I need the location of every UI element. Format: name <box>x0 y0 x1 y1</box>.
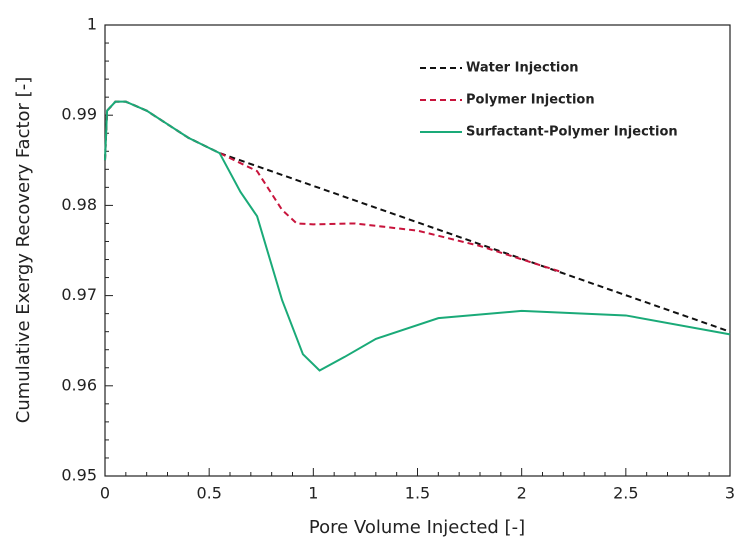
x-tick-label: 0 <box>100 484 110 503</box>
y-tick-label: 0.97 <box>61 285 97 304</box>
legend-label: Surfactant-Polymer Injection <box>466 125 678 140</box>
y-tick-label: 0.98 <box>61 195 97 214</box>
x-tick-label: 1.5 <box>405 484 430 503</box>
x-tick-label: 0.5 <box>196 484 221 503</box>
y-axis-label: Cumulative Exergy Recovery Factor [-] <box>13 77 34 423</box>
y-tick-label: 0.96 <box>61 375 97 394</box>
legend-label: Polymer Injection <box>466 93 595 108</box>
x-tick-label: 1 <box>308 484 318 503</box>
x-tick-label: 2.5 <box>613 484 638 503</box>
legend-label: Water Injection <box>466 61 579 76</box>
y-tick-label: 0.99 <box>61 105 97 124</box>
plot-frame <box>104 24 731 477</box>
x-axis-label: Pore Volume Injected [-] <box>309 517 525 538</box>
x-tick-label: 3 <box>725 484 735 503</box>
y-tick-label: 0.95 <box>61 466 97 485</box>
x-tick-label: 2 <box>517 484 527 503</box>
series-line <box>104 100 731 372</box>
y-tick-label: 1 <box>87 15 97 34</box>
series-line <box>104 100 560 273</box>
